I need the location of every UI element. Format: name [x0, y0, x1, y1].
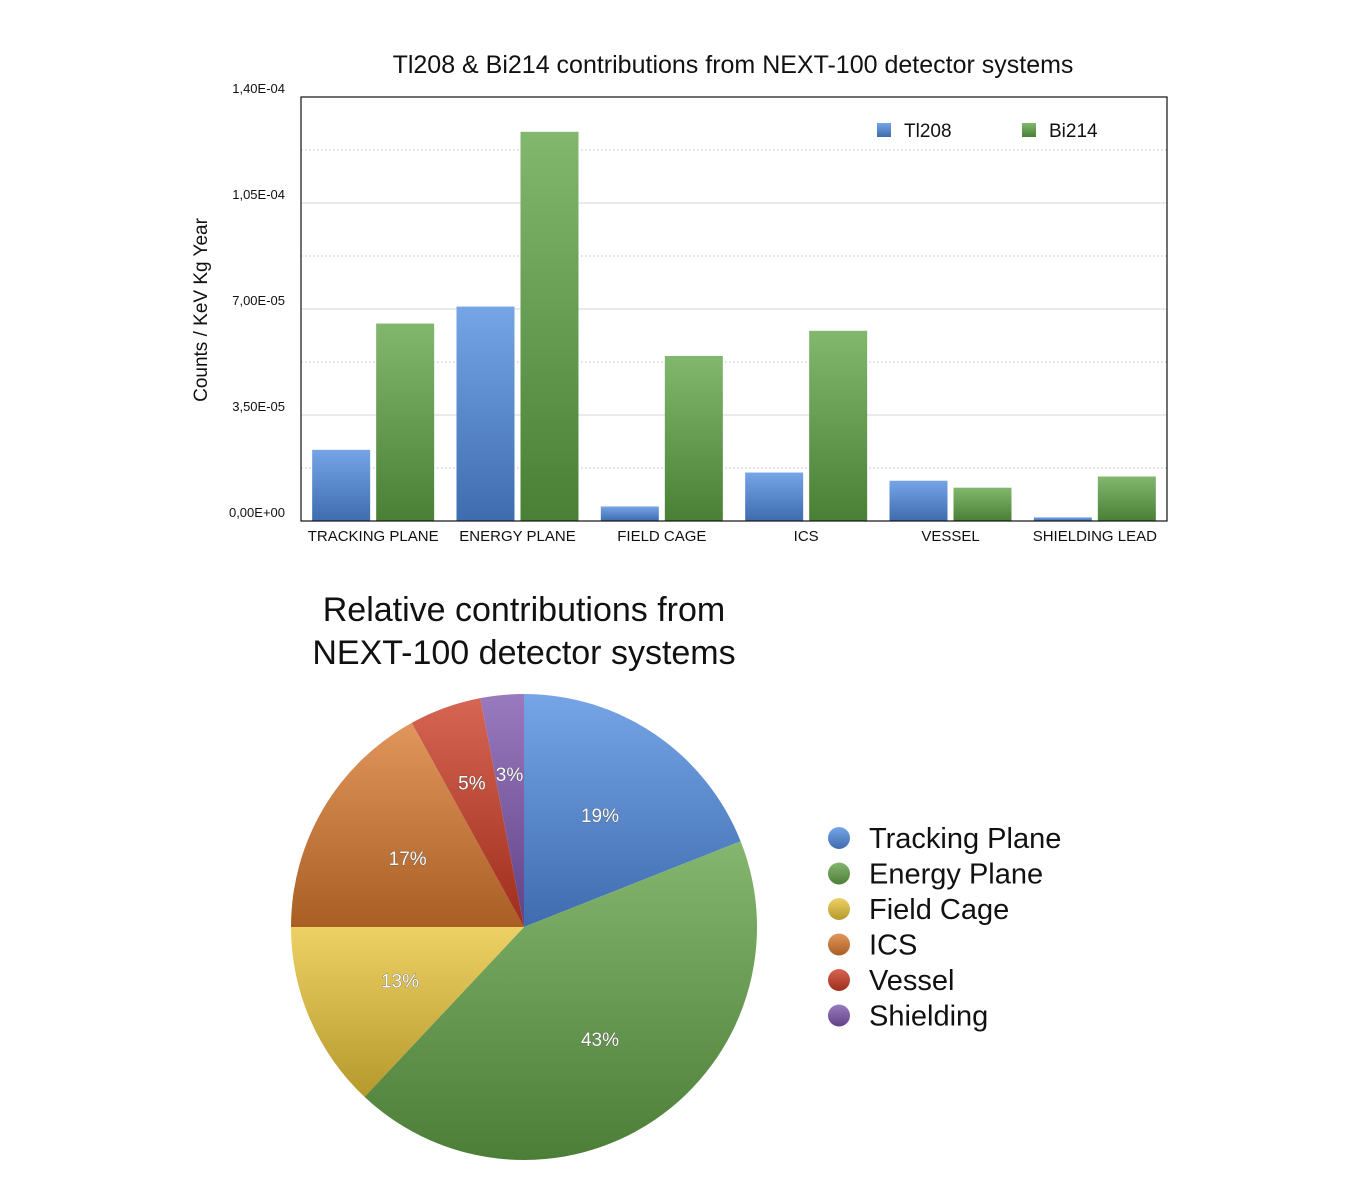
pie-slice-label: 5% [458, 773, 486, 794]
pie-legend-label: Vessel [869, 965, 954, 997]
y-tick-label: 0,00E+00 [229, 505, 285, 520]
pie-legend-label: ICS [869, 930, 917, 962]
pie-legend-marker-ics [828, 933, 850, 956]
bar-bi214-field-cage [664, 355, 723, 521]
pie-legend-marker-shielding [828, 1004, 850, 1027]
bar-tl208-energy-plane [456, 306, 515, 521]
legend-swatch-bi214 [1022, 123, 1036, 137]
bar-chart-gridlines [301, 149, 1167, 469]
pie-chart-title-line-1: Relative contributions from [323, 591, 726, 629]
pie-slice-label: 19% [581, 806, 619, 827]
bar-tl208-shielding-lead [1033, 517, 1092, 521]
pie-slice-shielding [480, 694, 524, 927]
legend-swatch-tl208 [877, 123, 891, 137]
pie-slice-label: 43% [581, 1030, 619, 1051]
bar-bi214-tracking-plane [376, 323, 435, 521]
pie-slice-vessel [411, 698, 524, 927]
pie-legend-label: Field Cage [869, 894, 1009, 926]
pie-slice-label: 3% [496, 765, 524, 786]
x-category-label: VESSEL [921, 528, 979, 545]
bar-tl208-ics [745, 472, 804, 521]
bar-chart-y-ticks: 0,00E+00 3,50E-05 7,00E-05 1,05E-04 1,40E-04 [229, 81, 285, 520]
pie-legend-marker-tracking-plane [828, 827, 850, 849]
pie-legend-marker-field-cage [828, 898, 850, 920]
x-category-label: TRACKING PLANE [308, 528, 439, 545]
x-category-label: ENERGY PLANE [459, 528, 575, 545]
bar-chart: Tl208 & Bi214 contributions from NEXT-10… [191, 51, 1168, 545]
bar-bi214-vessel [953, 487, 1012, 521]
bar-tl208-tracking-plane [312, 449, 371, 521]
bar-bi214-ics [809, 330, 868, 521]
pie-slice-label: 13% [381, 972, 419, 993]
pie-chart-slice-labels: 19% 43% 13% 17% 5% 3% [381, 765, 620, 1051]
y-tick-label: 7,00E-05 [232, 293, 285, 308]
legend-label-bi214: Bi214 [1049, 121, 1098, 142]
pie-slice-tracking-plane [524, 694, 741, 927]
pie-legend-label: Energy Plane [869, 859, 1043, 891]
x-category-label: FIELD CAGE [617, 528, 706, 545]
bar-tl208-vessel [889, 480, 948, 521]
x-category-label: SHIELDING LEAD [1033, 528, 1157, 545]
y-tick-label: 3,50E-05 [232, 399, 285, 414]
legend-label-tl208: Tl208 [904, 121, 952, 142]
pie-legend-marker-vessel [828, 969, 850, 991]
pie-slice-label: 17% [389, 849, 427, 870]
y-tick-label: 1,40E-04 [232, 81, 285, 96]
x-category-label: ICS [794, 528, 819, 545]
bar-tl208-field-cage [600, 506, 659, 521]
bar-chart-plot-frame [300, 96, 1168, 522]
y-tick-label: 1,05E-04 [232, 187, 285, 202]
pie-chart-title-line-2: NEXT-100 detector systems [312, 634, 735, 672]
pie-chart-slices [290, 694, 758, 1161]
pie-slice-ics [290, 722, 524, 927]
bar-chart-category-labels: TRACKING PLANE ENERGY PLANE FIELD CAGE ICS V… [308, 528, 1157, 545]
bar-chart-bars [312, 131, 1156, 522]
pie-slice-energy-plane [364, 841, 758, 1161]
bar-chart-title: Tl208 & Bi214 contributions from NEXT-10… [393, 51, 1074, 79]
pie-legend-label: Tracking Plane [869, 823, 1061, 855]
bar-chart-legend: Tl208 Bi214 [877, 121, 1098, 142]
bar-chart-y-axis-title: Counts / KeV Kg Year [191, 217, 212, 401]
pie-legend-label: Shielding [869, 1001, 988, 1033]
pie-chart: Relative contributions from NEXT-100 det… [290, 591, 1061, 1161]
pie-slice-field-cage [291, 927, 524, 1097]
bar-bi214-shielding-lead [1097, 476, 1156, 521]
bar-bi214-energy-plane [520, 131, 579, 522]
pie-legend-marker-energy-plane [828, 862, 850, 885]
